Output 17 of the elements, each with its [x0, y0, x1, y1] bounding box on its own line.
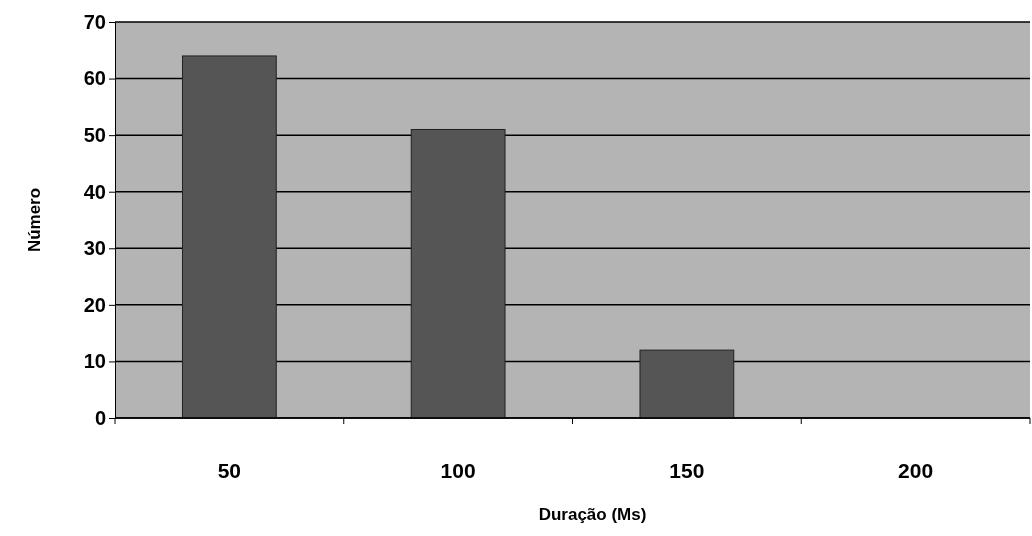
y-tick-label: 50: [83, 124, 106, 147]
y-tick-label: 60: [83, 67, 106, 90]
y-tick-label: 0: [94, 406, 106, 429]
bar: [410, 128, 506, 419]
y-axis-title: Número: [25, 187, 44, 253]
x-tick-label: 150: [669, 459, 705, 482]
y-tick-label: 40: [83, 180, 106, 203]
x-axis-title: Duração (Ms): [538, 505, 647, 524]
bar: [639, 349, 735, 419]
bar: [181, 55, 277, 419]
x-tick-label: 200: [898, 459, 934, 482]
x-tick-label: 50: [217, 459, 242, 482]
y-tick-label: 20: [83, 293, 106, 316]
x-tick-label: 100: [440, 459, 476, 482]
y-tick-label: 10: [83, 350, 106, 373]
y-tick-label: 70: [83, 10, 106, 33]
y-tick-label: 30: [83, 237, 106, 260]
